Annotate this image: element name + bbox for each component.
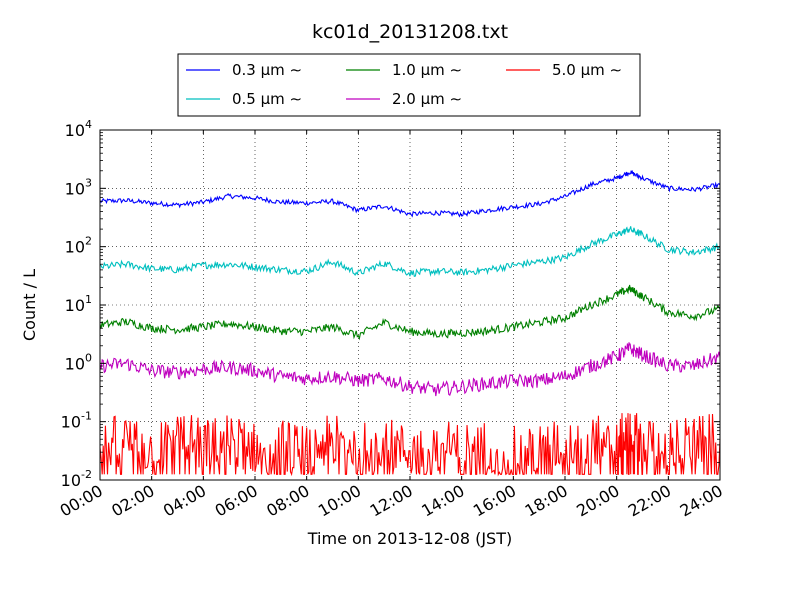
chart-title: kc01d_20131208.txt [312,21,508,43]
legend: 0.3 μm ∼ 0.5 μm ∼ 1.0 μm ∼ 2.0 μm ∼ 5.0 μm ∼ [178,54,640,116]
legend-label: 2.0 μm ∼ [392,90,462,108]
legend-label: 0.3 μm ∼ [232,61,302,79]
legend-label: 5.0 μm ∼ [552,61,622,79]
legend-label: 0.5 μm ∼ [232,90,302,108]
chart-canvas: kc01d_20131208.txt 00:00 02:00 04:00 06:00 0… [0,0,800,600]
x-axis-title: Time on 2013-12-08 (JST) [307,529,512,548]
legend-label: 1.0 μm ∼ [392,61,462,79]
y-axis-title: Count / L [20,269,39,341]
